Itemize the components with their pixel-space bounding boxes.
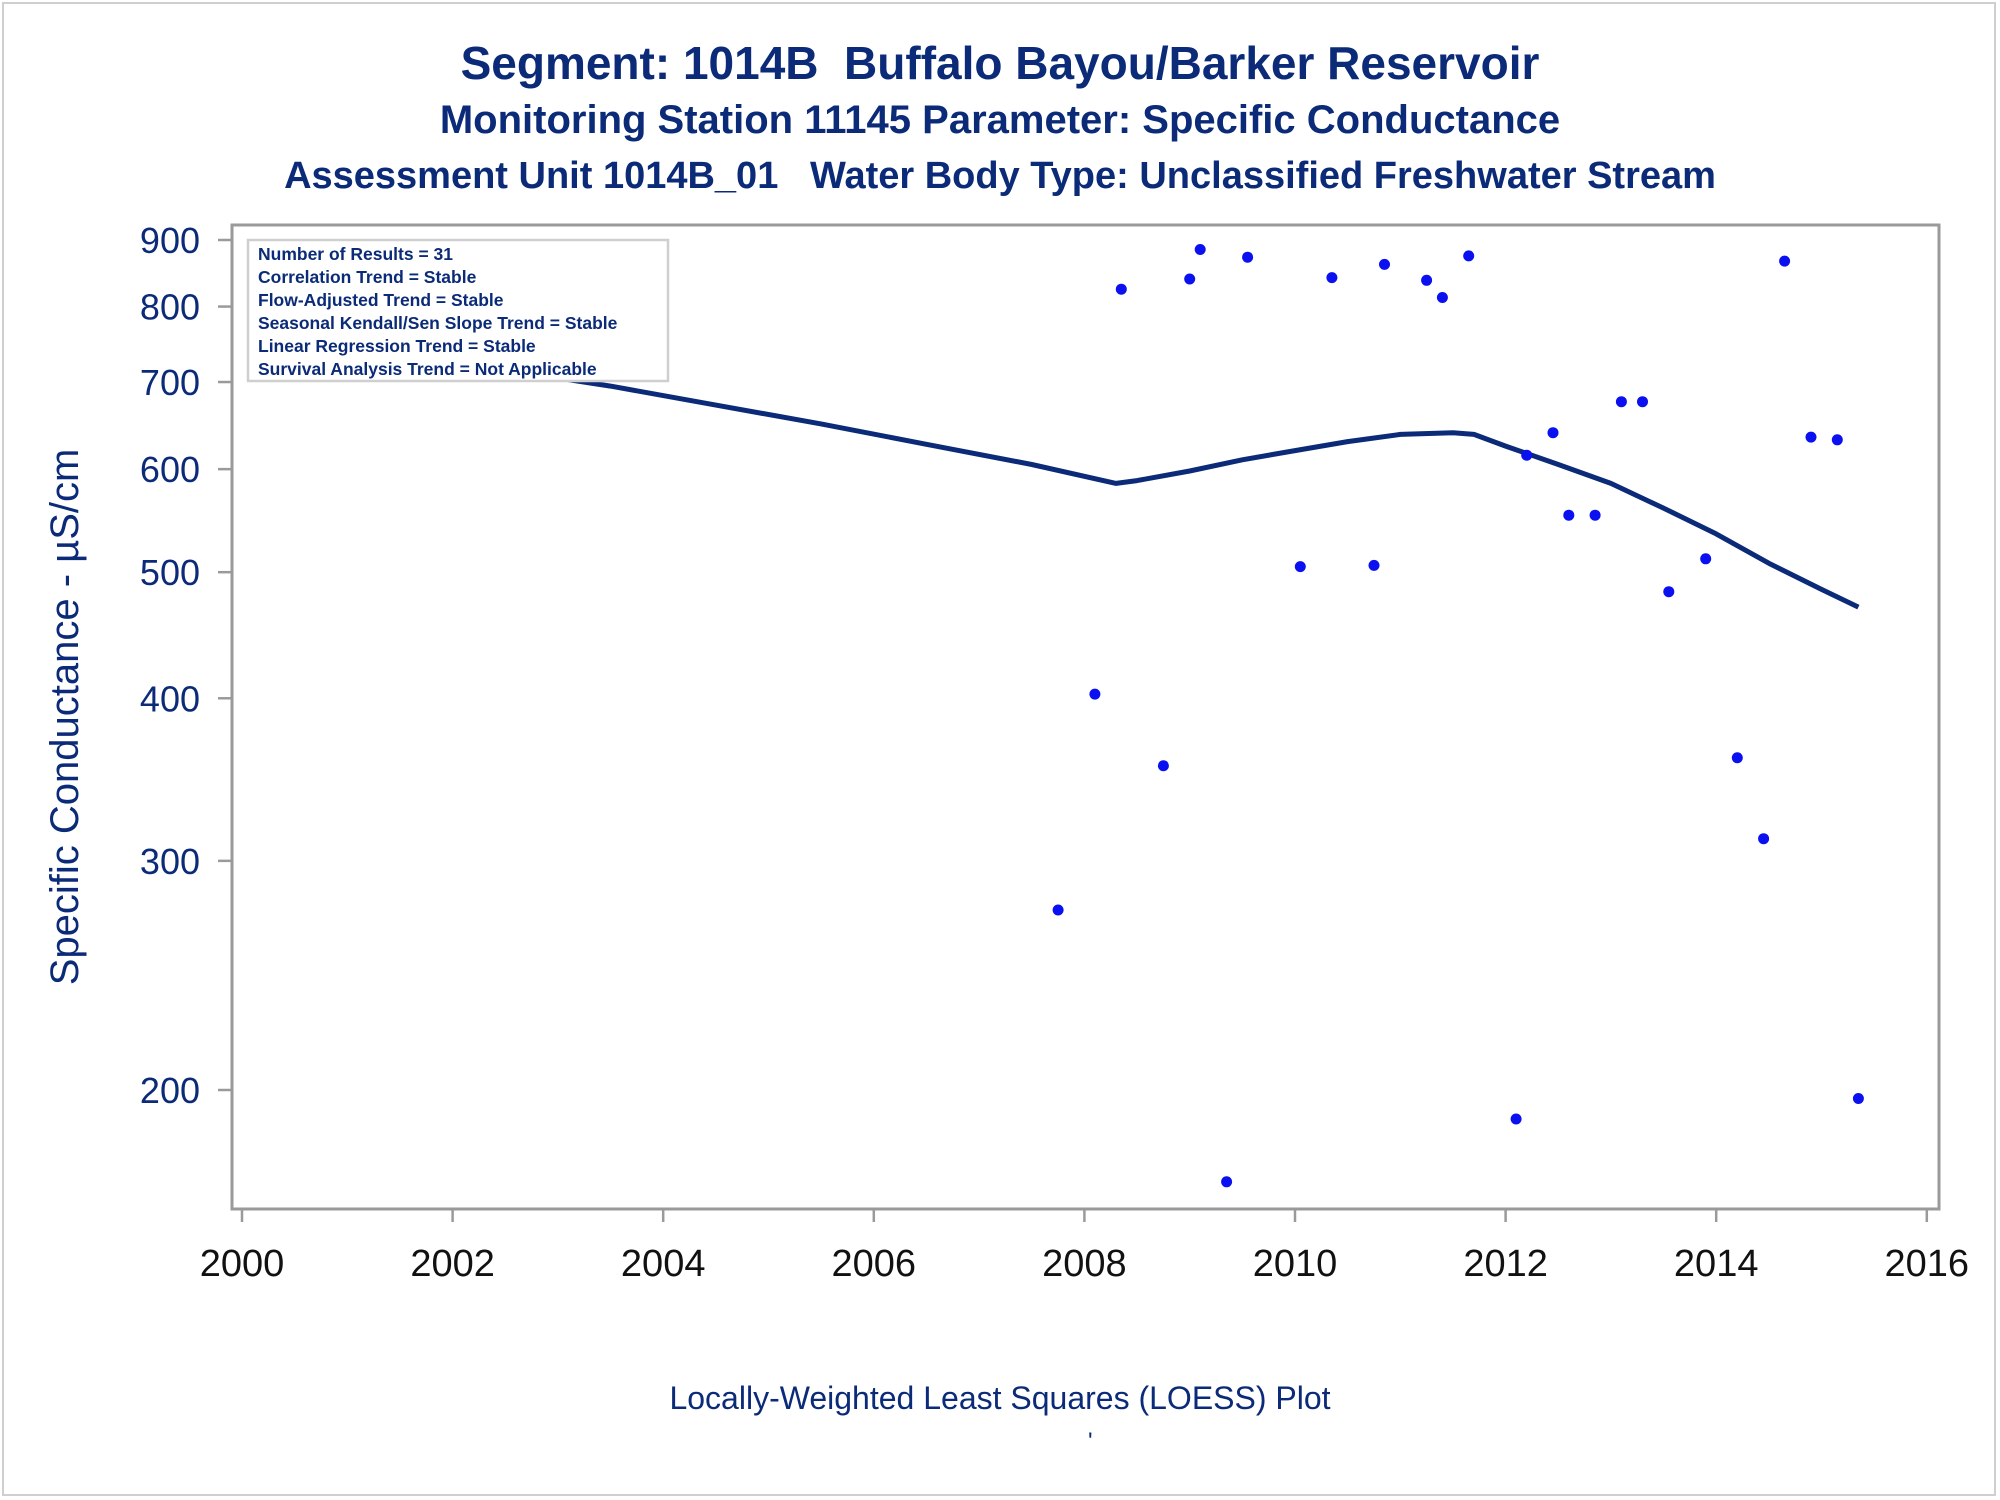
data-point — [1852, 1093, 1864, 1104]
y-tick-label: 500 — [140, 552, 200, 593]
data-point — [1510, 1113, 1522, 1125]
y-tick-label: 400 — [140, 678, 200, 719]
data-point — [1615, 396, 1627, 408]
x-tick-label: 2006 — [832, 1243, 917, 1285]
y-tick-label: 900 — [140, 220, 200, 261]
chart-subtitle-assessment: Assessment Unit 1014B_01 Water Body Type… — [284, 155, 1716, 197]
x-tick-label: 2012 — [1463, 1243, 1548, 1285]
data-point — [1831, 434, 1843, 446]
data-point — [1115, 283, 1127, 295]
x-tick-label: 2002 — [410, 1243, 495, 1285]
data-point — [1589, 509, 1601, 521]
loess-curve — [315, 344, 1860, 610]
loess-line — [315, 344, 1860, 610]
y-tick-label: 700 — [140, 362, 200, 403]
x-tick-label: 2010 — [1253, 1243, 1338, 1285]
chart-subtitle-station: Monitoring Station 11145 Parameter: Spec… — [439, 98, 1561, 142]
x-tick-label: 2014 — [1674, 1243, 1759, 1285]
data-point — [1421, 274, 1433, 286]
data-point — [1436, 292, 1448, 303]
data-point — [1157, 760, 1169, 772]
y-tick-label: 800 — [140, 287, 200, 328]
data-point — [1758, 833, 1770, 845]
data-point — [1368, 559, 1380, 571]
data-point — [1547, 427, 1559, 439]
data-point — [1637, 396, 1648, 408]
data-point — [1779, 255, 1791, 267]
data-point — [1463, 250, 1475, 262]
x-tick-label: 2016 — [1885, 1243, 1970, 1285]
data-point — [1379, 258, 1390, 270]
chart-footnote: Locally-Weighted Least Squares (LOESS) P… — [669, 1380, 1331, 1416]
data-point — [1194, 244, 1206, 255]
data-points — [310, 244, 1864, 1188]
y-tick-label: 600 — [140, 449, 200, 490]
data-point — [1805, 431, 1817, 443]
chart-title: Segment: 1014B Buffalo Bayou/Barker Rese… — [460, 37, 1540, 89]
y-axis-label: Specific Conductance - µS/cm — [43, 449, 87, 986]
trend-stats-box: Number of Results = 31 Correlation Trend … — [246, 238, 670, 383]
y-tick-label: 200 — [140, 1070, 200, 1111]
trend-stats-line: Linear Regression Trend = Stable — [258, 336, 536, 356]
data-point — [1221, 1176, 1233, 1188]
data-point — [1731, 752, 1743, 764]
data-point — [1242, 251, 1254, 263]
data-point — [1294, 561, 1306, 573]
trend-stats-box-border — [246, 238, 670, 383]
data-point — [1521, 449, 1533, 461]
trend-stats-line: Survival Analysis Trend = Not Applicable — [258, 359, 597, 379]
trend-stats-line: Number of Results = 31 — [258, 244, 453, 264]
footnote-mark: ' — [1088, 1428, 1093, 1455]
data-point — [1563, 509, 1575, 521]
data-point — [1326, 272, 1338, 284]
trend-stats-line: Flow-Adjusted Trend = Stable — [258, 290, 504, 310]
data-point — [1700, 553, 1712, 565]
x-tick-label: 2000 — [200, 1243, 285, 1285]
data-point — [1089, 688, 1101, 700]
data-point — [1052, 904, 1064, 916]
y-axis: 200 300 400 500 600 700 800 900 — [140, 220, 234, 1209]
trend-stats-line: Seasonal Kendall/Sen Slope Trend = Stabl… — [258, 313, 618, 333]
data-point — [1184, 273, 1196, 285]
x-tick-label: 2004 — [621, 1243, 706, 1285]
y-tick-label: 300 — [140, 841, 200, 882]
trend-stats-line: Correlation Trend = Stable — [258, 267, 477, 287]
x-axis: 2000 2002 2004 2006 2008 2010 2012 2014 2016 — [200, 1207, 1970, 1285]
x-tick-label: 2008 — [1042, 1243, 1127, 1285]
data-point — [1663, 586, 1675, 598]
